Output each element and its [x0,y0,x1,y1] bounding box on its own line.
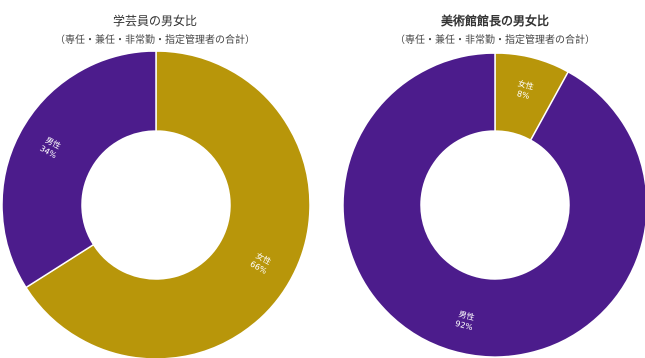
donut-slice-1-1 [342,52,645,358]
slice-value-label-1-1: 92% [454,319,474,332]
chart-title-curators: 学芸員の男女比 [112,14,197,28]
donut-slice-0-0 [24,50,311,358]
chart-subtitle-curators: （専任・兼任・非常勤・指定管理者の合計） [55,35,255,46]
slice-name-label-1-1: 男性 [458,309,476,323]
chart-subtitle-directors: （専任・兼任・非常勤・指定管理者の合計） [395,35,595,46]
slice-label-group-1-0: 女性8% [516,78,535,101]
slice-name-label-1-0: 女性 [517,78,535,92]
slice-value-label-1-0: 8% [516,89,531,101]
chart-title-directors: 美術館館長の男女比 [440,14,549,28]
donut-slice-0-1 [1,50,157,289]
